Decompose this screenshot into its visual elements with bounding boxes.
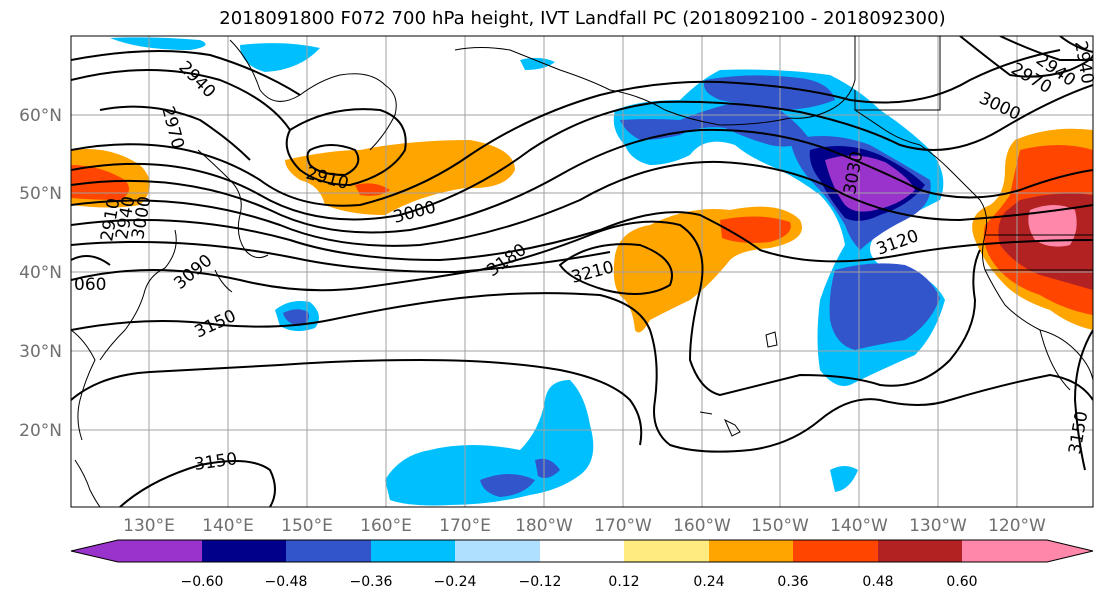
lat-label: 60°N	[19, 106, 62, 126]
colorbar-segment	[793, 540, 878, 562]
contour-label-group: 2940 2970 2910 3000 3090 3150 3180 3210 …	[74, 39, 1097, 475]
lon-label: 150°E	[281, 516, 333, 536]
lon-label: 130°W	[909, 516, 967, 536]
lat-label: 20°N	[19, 421, 62, 441]
lat-label: 30°N	[19, 342, 62, 362]
contour-label: 060	[74, 275, 106, 295]
colorbar-tick-labels: −0.60 −0.48 −0.36 −0.24 −0.12 0.12 0.24 …	[181, 574, 978, 590]
colorbar-segment	[540, 540, 624, 562]
colorbar-segment	[624, 540, 709, 562]
lon-label: 140°W	[830, 516, 888, 536]
lat-label: 50°N	[19, 184, 62, 204]
colorbar-tick-label: 0.60	[946, 574, 977, 590]
colorbar-segment	[118, 540, 202, 562]
colorbar-tick-label: −0.60	[181, 574, 224, 590]
colorbar-extend-high	[1047, 540, 1093, 562]
lon-label: 160°E	[360, 516, 412, 536]
colorbar-segment	[878, 540, 962, 562]
height-contours	[71, 36, 1093, 507]
colorbar-tick-label: −0.36	[350, 574, 393, 590]
colorbar-segment	[709, 540, 793, 562]
lon-label: 170°E	[439, 516, 491, 536]
colorbar-tick-label: 0.48	[862, 574, 893, 590]
lon-label: 170°W	[594, 516, 652, 536]
colorbar-tick-label: 0.12	[608, 574, 639, 590]
lon-label: 180°W	[515, 516, 573, 536]
colorbar-extend-low	[71, 540, 118, 562]
lat-label: 40°N	[19, 263, 62, 283]
colorbar-tick-label: −0.48	[265, 574, 308, 590]
lon-label: 140°E	[202, 516, 254, 536]
figure-title: 2018091800 F072 700 hPa height, IVT Land…	[219, 8, 946, 29]
coastlines	[71, 36, 1093, 507]
colorbar-segment	[202, 540, 286, 562]
colorbar	[70, 539, 1094, 563]
colorbar-segment	[371, 540, 455, 562]
colorbar-tick-label: 0.36	[777, 574, 808, 590]
colorbar-segment	[455, 540, 540, 562]
colorbar-segment	[962, 540, 1047, 562]
lon-labels: 130°E 140°E 150°E 160°E 170°E 180°W 170°…	[123, 516, 1046, 536]
lon-label: 130°E	[123, 516, 175, 536]
map-gridlines	[71, 36, 1093, 507]
colorbar-segment	[286, 540, 371, 562]
colorbar-tick-label: −0.12	[519, 574, 562, 590]
colorbar-outline	[70, 539, 1094, 563]
lon-label: 160°W	[673, 516, 731, 536]
lat-labels: 60°N 50°N 40°N 30°N 20°N	[19, 106, 62, 441]
map-frame	[70, 35, 1094, 508]
lon-label: 120°W	[988, 516, 1046, 536]
lon-label: 150°W	[751, 516, 809, 536]
colorbar-tick-label: 0.24	[693, 574, 724, 590]
colorbar-tick-label: −0.24	[434, 574, 477, 590]
